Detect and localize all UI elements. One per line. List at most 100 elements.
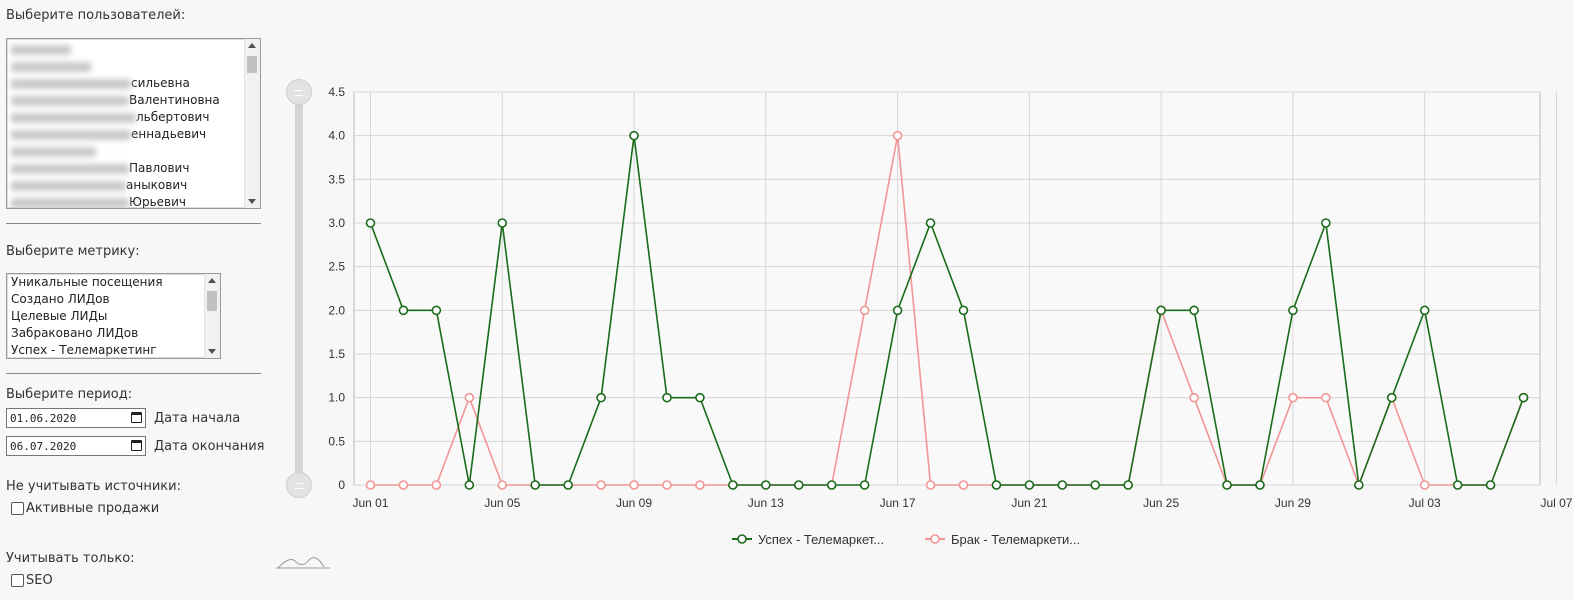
user-list-item[interactable]: льбертович <box>7 109 260 126</box>
calendar-icon[interactable] <box>131 412 142 423</box>
data-point <box>1255 480 1265 490</box>
period-label: Выберите период: <box>6 387 133 402</box>
data-point <box>1057 480 1068 490</box>
scroll-up-icon[interactable] <box>248 43 256 48</box>
only-label: Учитывать только: <box>6 551 135 566</box>
redacted-name <box>11 197 129 208</box>
user-name-fragment: Юрьевич <box>129 195 186 209</box>
metric-list-item[interactable]: Успех - Телемаркетинг <box>11 343 157 357</box>
x-tick-label: Jun 01 <box>352 496 388 510</box>
user-list-item[interactable] <box>7 143 260 160</box>
data-point <box>1255 480 1265 490</box>
user-list-item[interactable] <box>7 58 260 75</box>
legend-marker <box>930 534 940 544</box>
range-slider-track[interactable] <box>295 92 303 486</box>
metric-list-item[interactable]: Создано ЛИДов <box>11 292 110 306</box>
data-point <box>793 480 804 490</box>
data-point <box>497 218 508 228</box>
data-point <box>991 480 1002 490</box>
user-list-item[interactable]: еннадьевич <box>7 126 260 143</box>
data-point <box>1485 480 1496 490</box>
x-tick-label: Jun 29 <box>1275 496 1311 510</box>
metric-scrollbar[interactable] <box>204 274 220 358</box>
data-point <box>497 480 508 490</box>
scroll-down-icon[interactable] <box>248 199 256 204</box>
user-list-item[interactable]: Юрьевич <box>7 194 260 209</box>
divider <box>6 373 261 374</box>
data-point <box>826 480 837 490</box>
data-point <box>728 480 738 490</box>
data-point <box>1156 305 1166 316</box>
users-listbox[interactable]: сильевна Валентиновна льбертович еннадьевич… <box>6 38 261 209</box>
data-point <box>695 480 705 490</box>
redacted-name <box>11 129 131 140</box>
metric-label: Выберите метрику: <box>6 244 140 259</box>
start-date-input[interactable]: 01.06.2020 <box>6 408 146 428</box>
divider <box>6 223 261 224</box>
exclude-label: Не учитывать источники: <box>6 479 181 494</box>
end-date-input[interactable]: 06.07.2020 <box>6 436 146 456</box>
data-point <box>1123 480 1133 490</box>
data-point <box>1057 480 1068 490</box>
data-point <box>629 130 639 141</box>
end-date-caption: Дата окончания <box>154 439 265 454</box>
metric-list-item[interactable]: Целевые ЛИДы <box>11 309 108 323</box>
user-name-fragment: льбертович <box>136 110 210 124</box>
seo-checkbox[interactable] <box>11 574 24 587</box>
user-list-item[interactable]: аныкович <box>7 177 260 194</box>
active-sales-checkbox[interactable] <box>11 502 24 515</box>
redacted-name <box>11 146 96 157</box>
x-tick-label: Jun 25 <box>1143 496 1179 510</box>
start-date-caption: Дата начала <box>154 411 241 426</box>
data-point <box>398 480 409 490</box>
data-point <box>1222 480 1232 490</box>
data-point <box>1485 480 1496 490</box>
data-point <box>365 480 376 490</box>
scroll-down-icon[interactable] <box>208 349 216 354</box>
data-point <box>662 480 672 490</box>
redacted-name <box>11 44 71 55</box>
series-line <box>370 135 1525 488</box>
scroll-thumb[interactable] <box>247 56 257 73</box>
y-tick-label: 1.5 <box>328 347 345 361</box>
data-point <box>1189 305 1199 316</box>
scroll-up-icon[interactable] <box>208 278 216 283</box>
data-point <box>1354 480 1364 490</box>
user-list-item[interactable]: сильевна <box>7 75 260 92</box>
scroll-thumb[interactable] <box>207 291 217 311</box>
series-line <box>369 135 1525 486</box>
metric-listbox[interactable]: Уникальные посещения Создано ЛИДов Целевые… <box>6 273 221 359</box>
data-point <box>859 305 870 316</box>
data-point <box>431 305 442 316</box>
metric-list-item[interactable]: Забраковано ЛИДов <box>11 326 139 340</box>
data-point <box>1452 480 1463 490</box>
y-tick-label: 3.0 <box>328 216 345 230</box>
users-scrollbar[interactable] <box>244 39 260 208</box>
data-point <box>596 480 606 490</box>
y-tick-label: 1.0 <box>328 391 345 405</box>
user-name-fragment: Валентиновна <box>129 93 220 107</box>
user-list-item[interactable] <box>7 41 260 58</box>
x-tick-label: Jun 09 <box>616 496 652 510</box>
data-point <box>1386 392 1397 403</box>
redacted-name <box>11 163 129 174</box>
range-slider-top-handle[interactable] <box>286 79 312 105</box>
legend-label: Успех - Телемаркет... <box>758 532 884 547</box>
data-point <box>958 305 969 316</box>
user-list-item[interactable]: Павлович <box>7 160 260 177</box>
data-point <box>563 480 573 490</box>
user-name-fragment: Павлович <box>129 161 190 175</box>
seo-label: SEO <box>26 573 53 588</box>
user-list-item[interactable]: Валентиновна <box>7 92 260 109</box>
data-point <box>1288 392 1298 403</box>
x-tick-label: Jun 05 <box>484 496 520 510</box>
range-slider-bottom-handle[interactable] <box>286 472 312 498</box>
data-point <box>1288 305 1298 316</box>
x-tick-label: Jun 13 <box>748 496 784 510</box>
metric-list-item[interactable]: Уникальные посещения <box>11 275 163 289</box>
redacted-name <box>11 95 129 106</box>
calendar-icon[interactable] <box>131 440 142 451</box>
data-point <box>925 480 936 490</box>
y-tick-label: 4.5 <box>328 85 345 99</box>
data-point <box>1024 480 1035 490</box>
